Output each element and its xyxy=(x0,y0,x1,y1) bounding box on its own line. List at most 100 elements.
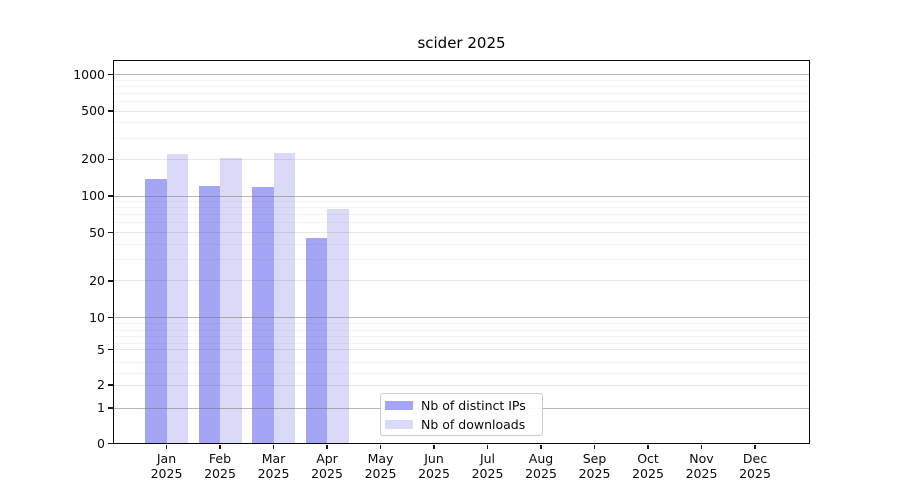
x-tick-year-text: 2025 xyxy=(685,465,718,481)
x-tick-apr xyxy=(326,444,328,449)
gridline-y-20 xyxy=(113,280,810,282)
x-tick-oct xyxy=(647,444,649,449)
x-tick-nov xyxy=(700,444,703,449)
x-tick-month-text: Dec xyxy=(742,450,768,466)
gridline-y-50 xyxy=(113,232,810,234)
x-tick-feb xyxy=(219,444,221,449)
gridline-y-90 xyxy=(113,201,810,203)
y-tick-20 xyxy=(108,280,113,282)
x-tick-label-apr: Apr 2025 xyxy=(297,451,357,481)
gridline-y-4 xyxy=(113,362,810,364)
gridline-y-700 xyxy=(113,92,810,94)
x-tick-month-text: Jul xyxy=(479,450,496,466)
x-tick-month-text: Aug xyxy=(528,450,554,466)
y-tick-label-20: 20 xyxy=(89,272,105,288)
y-tick-label-2: 2 xyxy=(97,377,105,392)
x-tick-label-feb: Feb 2025 xyxy=(190,451,250,481)
y-tick-label-0: 0 xyxy=(97,435,105,451)
x-tick-year-text: 2025 xyxy=(471,465,504,481)
y-tick-label-10: 10 xyxy=(89,309,105,325)
x-tick-label-sep: Sep 2025 xyxy=(565,451,625,481)
bar-downloads-mar xyxy=(273,152,295,444)
x-tick-jan xyxy=(165,444,168,449)
bar-downloads-jan xyxy=(166,154,188,444)
y-tick-label-100: 100 xyxy=(81,188,105,203)
y-tick-10 xyxy=(108,316,113,319)
gridline-y-3 xyxy=(113,372,810,374)
x-tick-jul xyxy=(486,444,489,449)
legend: Nb of distinct IPs Nb of downloads xyxy=(380,393,543,436)
chart-title: scider 2025 xyxy=(417,34,506,52)
x-tick-year-text: 2025 xyxy=(257,465,290,481)
bar-downloads-feb xyxy=(220,157,242,444)
y-tick-label-1000: 1000 xyxy=(73,66,105,82)
x-tick-year-text: 2025 xyxy=(525,465,557,481)
x-tick-label-jun: Jun 2025 xyxy=(404,451,464,481)
x-tick-label-may: May 2025 xyxy=(351,451,411,481)
x-tick-label-jul: Jul 2025 xyxy=(458,451,518,481)
y-tick-500 xyxy=(108,110,113,112)
y-tick-1000 xyxy=(108,73,113,76)
bar-downloads-apr xyxy=(327,209,349,444)
gridline-y-500 xyxy=(113,110,810,112)
legend-label-distinct-ips: Nb of distinct IPs xyxy=(421,397,526,413)
x-tick-label-nov: Nov 2025 xyxy=(672,451,732,481)
x-tick-label-oct: Oct 2025 xyxy=(618,451,678,481)
y-tick-label-500: 500 xyxy=(81,103,105,119)
plot-area xyxy=(113,60,810,444)
x-tick-month-text: May xyxy=(367,450,394,466)
x-tick-year-text: 2025 xyxy=(739,465,771,481)
x-tick-month-text: Apr xyxy=(316,450,338,466)
gridline-y-5 xyxy=(113,349,810,350)
bar-distinct-ips-jan xyxy=(145,179,167,444)
bar-distinct-ips-mar xyxy=(252,186,274,444)
x-tick-month-text: Oct xyxy=(637,450,659,466)
x-tick-aug xyxy=(540,444,542,449)
x-tick-may xyxy=(379,444,382,449)
x-tick-label-jan: Jan 2025 xyxy=(137,451,197,481)
x-tick-year-text: 2025 xyxy=(311,465,343,481)
y-tick-5 xyxy=(108,348,113,351)
gridline-y-800 xyxy=(113,85,810,87)
y-tick-50 xyxy=(108,231,113,234)
x-tick-year-text: 2025 xyxy=(578,465,611,481)
gridline-y-60 xyxy=(113,222,810,224)
gridline-y-1000 xyxy=(113,74,810,75)
y-tick-label-50: 50 xyxy=(89,224,105,240)
legend-row-downloads: Nb of downloads xyxy=(385,416,542,432)
legend-label-downloads: Nb of downloads xyxy=(421,416,526,432)
gridline-y-8 xyxy=(113,329,810,331)
x-tick-jun xyxy=(433,444,435,449)
gridline-y-70 xyxy=(113,214,810,216)
gridline-y-10 xyxy=(113,317,810,318)
x-tick-month-text: Jan xyxy=(156,450,177,466)
x-tick-year-text: 2025 xyxy=(364,465,397,481)
y-tick-200 xyxy=(108,158,113,161)
gridline-y-900 xyxy=(113,79,810,81)
x-tick-sep xyxy=(593,444,596,449)
gridline-y-100 xyxy=(113,195,810,197)
x-tick-year-text: 2025 xyxy=(632,465,664,481)
y-tick-2 xyxy=(108,384,113,386)
y-tick-100 xyxy=(108,195,113,197)
gridline-y-600 xyxy=(113,100,810,102)
x-tick-mar xyxy=(272,444,275,449)
gridline-y-40 xyxy=(113,243,810,245)
gridline-y-200 xyxy=(113,158,810,160)
y-tick-label-200: 200 xyxy=(81,151,105,167)
x-tick-month-text: Mar xyxy=(261,450,286,466)
gridline-y-80 xyxy=(113,207,810,209)
x-tick-label-aug: Aug 2025 xyxy=(511,451,571,481)
x-tick-year-text: 2025 xyxy=(150,465,183,481)
x-tick-month-text: Sep xyxy=(582,450,607,466)
gridline-y-400 xyxy=(113,122,810,124)
x-tick-year-text: 2025 xyxy=(418,465,450,481)
legend-swatch-downloads xyxy=(385,419,413,429)
x-tick-year-text: 2025 xyxy=(204,465,236,481)
y-tick-1 xyxy=(108,407,113,409)
legend-swatch-distinct-ips xyxy=(385,400,413,410)
gridline-y-30 xyxy=(113,259,810,261)
y-tick-label-5: 5 xyxy=(97,341,105,357)
gridline-y-300 xyxy=(113,137,810,139)
